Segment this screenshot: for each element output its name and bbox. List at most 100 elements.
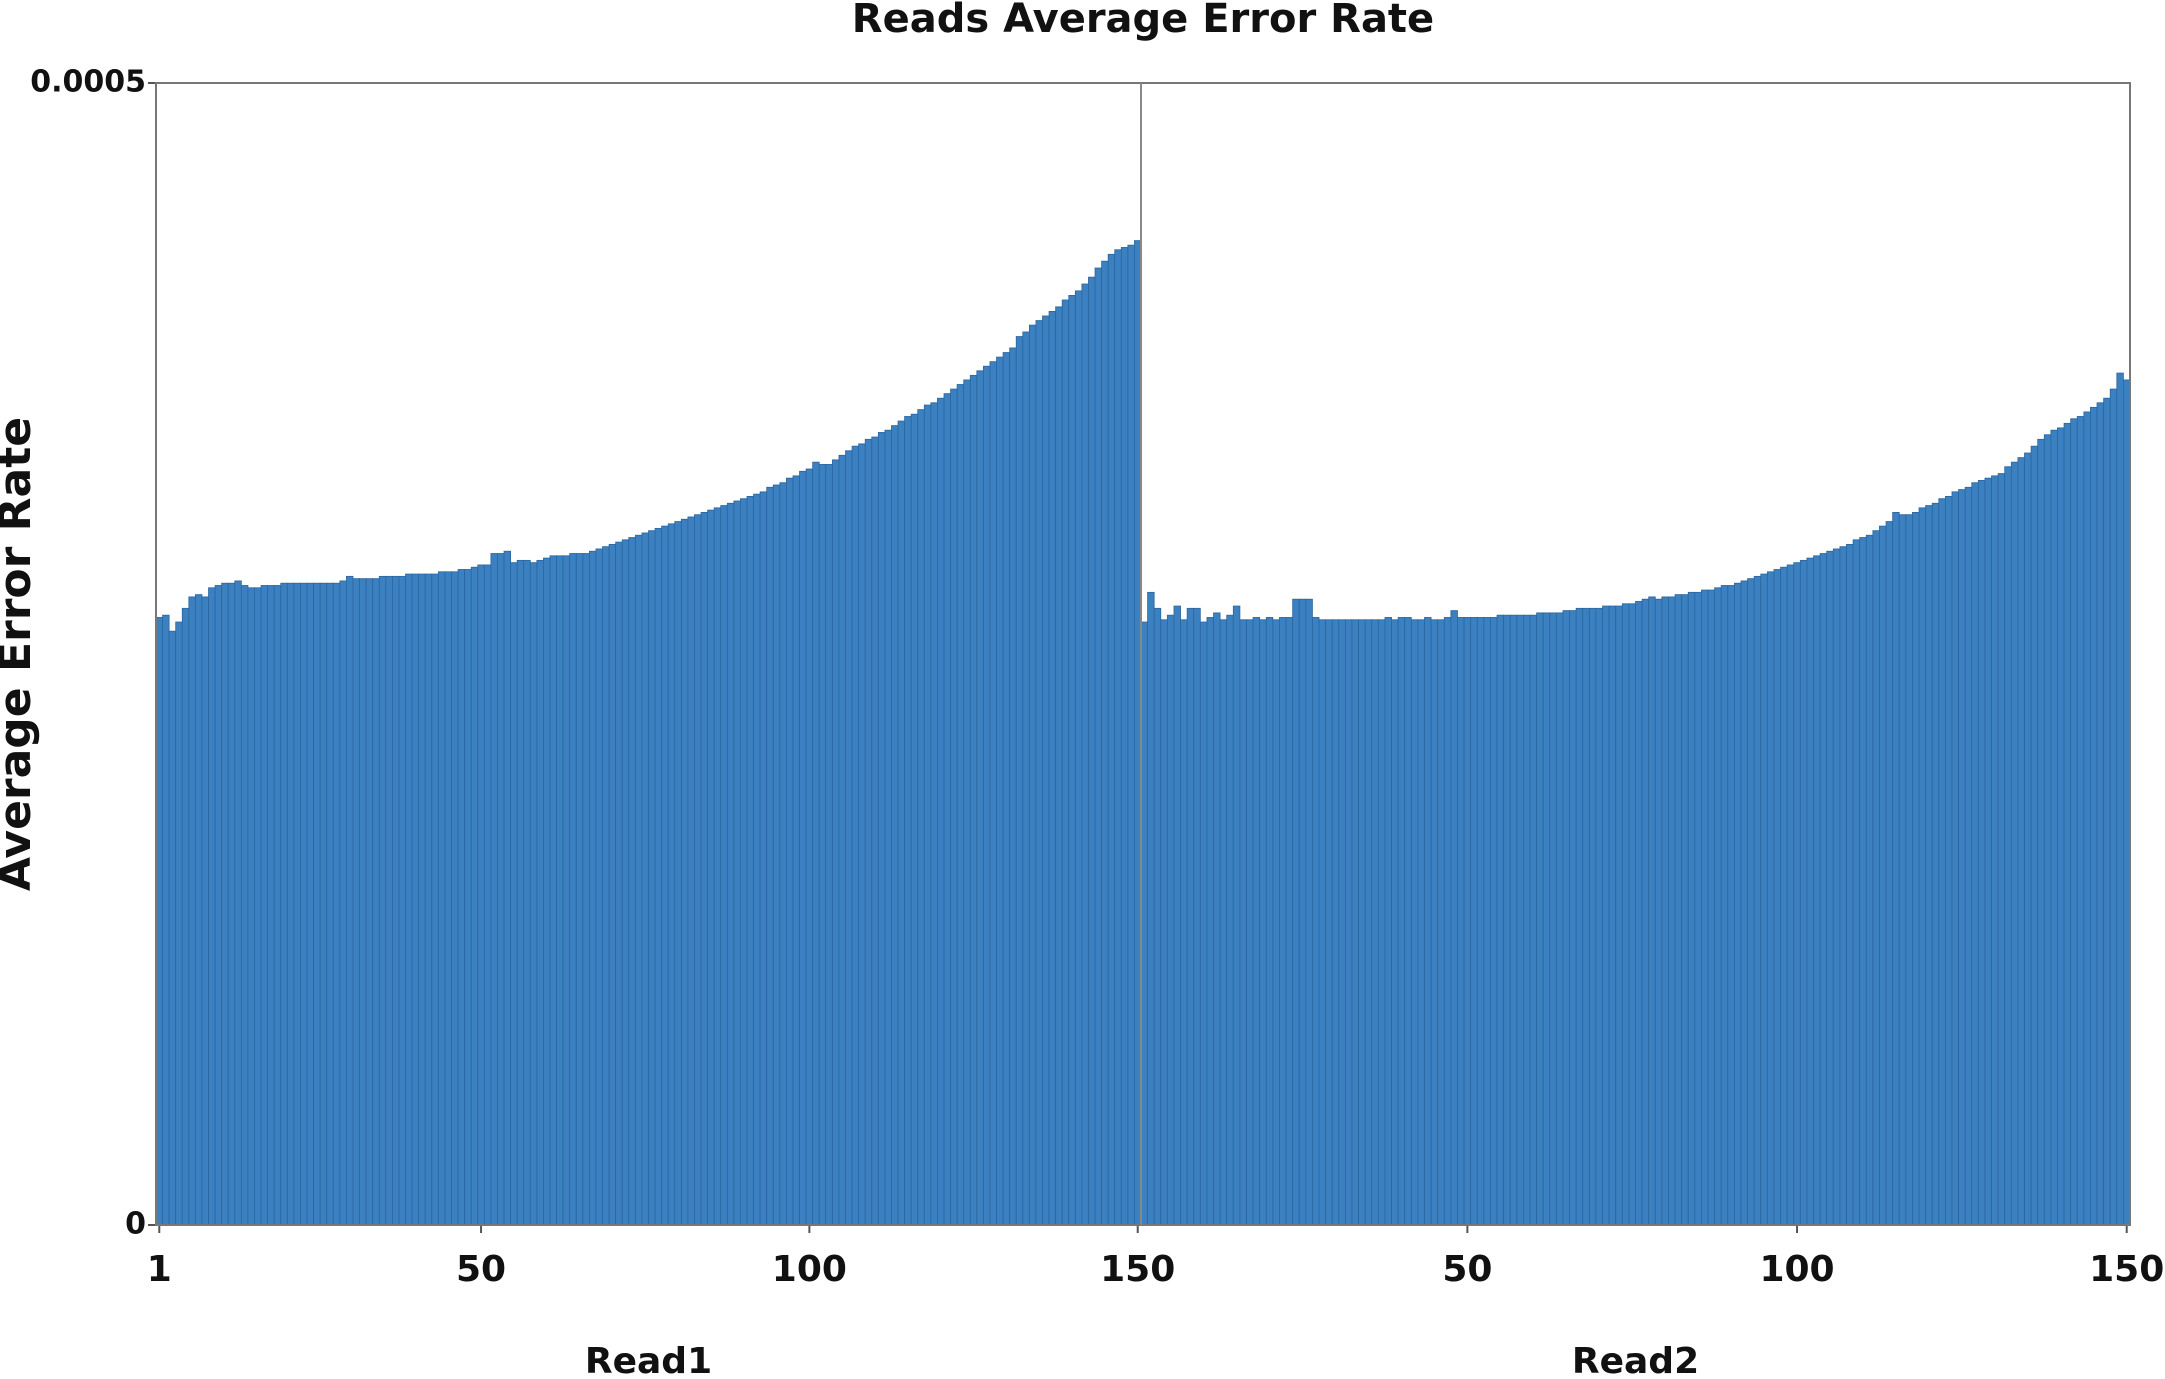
bar	[694, 514, 702, 1226]
bar	[1905, 514, 1913, 1226]
bar	[1727, 585, 1735, 1226]
bar	[1760, 573, 1768, 1226]
bar	[746, 496, 754, 1226]
bar	[2057, 427, 2065, 1226]
chart-title: Reads Average Error Rate	[852, 0, 1434, 42]
bar	[1042, 315, 1050, 1226]
bar	[529, 562, 538, 1226]
bar	[1555, 612, 1564, 1226]
bar	[845, 450, 853, 1226]
bar	[319, 582, 328, 1226]
bar	[1101, 260, 1109, 1226]
bar	[759, 491, 768, 1226]
bar	[523, 559, 531, 1226]
bar	[1707, 589, 1716, 1226]
bar	[792, 475, 800, 1226]
bar	[1846, 543, 1854, 1226]
bar	[1694, 591, 1702, 1226]
bar	[1562, 610, 1570, 1226]
bar	[1074, 290, 1083, 1226]
bar	[1865, 534, 1874, 1226]
bar	[1549, 612, 1557, 1226]
bar	[1839, 546, 1847, 1226]
bar	[1668, 596, 1676, 1226]
bar	[1826, 550, 1834, 1226]
bar	[838, 454, 846, 1226]
bar	[1793, 562, 1801, 1226]
bar	[1259, 619, 1267, 1226]
bar	[326, 582, 334, 1226]
bar	[1351, 619, 1359, 1226]
bar	[1503, 614, 1511, 1226]
bar	[516, 559, 525, 1226]
bar	[2109, 388, 2118, 1226]
bar	[858, 443, 866, 1226]
bar	[602, 546, 610, 1226]
bar	[267, 585, 275, 1226]
bar	[201, 596, 209, 1226]
bar	[1298, 598, 1307, 1226]
bar	[956, 384, 965, 1226]
bar	[1859, 537, 1867, 1226]
bar	[1364, 619, 1373, 1226]
bar	[1720, 585, 1729, 1226]
bar	[1358, 619, 1366, 1226]
bar	[1443, 617, 1452, 1226]
x-tick-label: 1	[147, 1249, 172, 1290]
bar	[411, 573, 420, 1226]
bar	[503, 550, 511, 1226]
bar	[733, 500, 741, 1226]
bar	[569, 553, 577, 1226]
bar	[1325, 619, 1333, 1226]
bar	[1292, 598, 1300, 1226]
bar	[1819, 553, 1828, 1226]
bar	[661, 525, 669, 1226]
bar	[615, 541, 623, 1226]
bar	[1925, 505, 1933, 1226]
bar	[1832, 548, 1841, 1226]
bar	[418, 573, 426, 1226]
bar	[1147, 591, 1155, 1226]
bar	[1892, 511, 1900, 1226]
bar	[1490, 617, 1498, 1226]
bar	[582, 553, 590, 1226]
bar	[286, 582, 295, 1226]
bar	[1371, 619, 1379, 1226]
bar	[1193, 607, 1201, 1226]
y-tick-label: 0	[125, 1207, 146, 1242]
bar	[1595, 607, 1603, 1226]
bar	[1061, 299, 1070, 1226]
bar	[851, 445, 860, 1226]
bar	[1127, 244, 1135, 1226]
bar	[1641, 598, 1650, 1226]
bar	[1681, 594, 1689, 1226]
bar	[1088, 276, 1096, 1226]
bar	[805, 468, 814, 1226]
bar	[621, 539, 630, 1226]
bar	[188, 596, 196, 1226]
bar	[1799, 559, 1808, 1226]
bar	[332, 582, 341, 1226]
bar	[168, 630, 177, 1226]
bar	[431, 573, 439, 1226]
bar	[1186, 607, 1195, 1226]
bar	[766, 486, 774, 1226]
bar	[989, 361, 997, 1226]
bar	[1437, 619, 1445, 1226]
bar	[1872, 530, 1880, 1226]
bar	[162, 614, 170, 1226]
bar	[608, 543, 617, 1226]
bar	[1483, 617, 1491, 1226]
bar	[667, 523, 676, 1226]
bar	[1753, 575, 1762, 1226]
bar	[1944, 496, 1953, 1226]
bar	[1542, 612, 1551, 1226]
bar	[1246, 619, 1254, 1226]
bar	[818, 464, 827, 1226]
bar	[700, 511, 708, 1226]
bar	[549, 555, 557, 1226]
bar	[1450, 610, 1458, 1226]
bar	[1331, 619, 1340, 1226]
bar	[1588, 607, 1597, 1226]
y-tick-label: 0.0005	[30, 65, 146, 100]
